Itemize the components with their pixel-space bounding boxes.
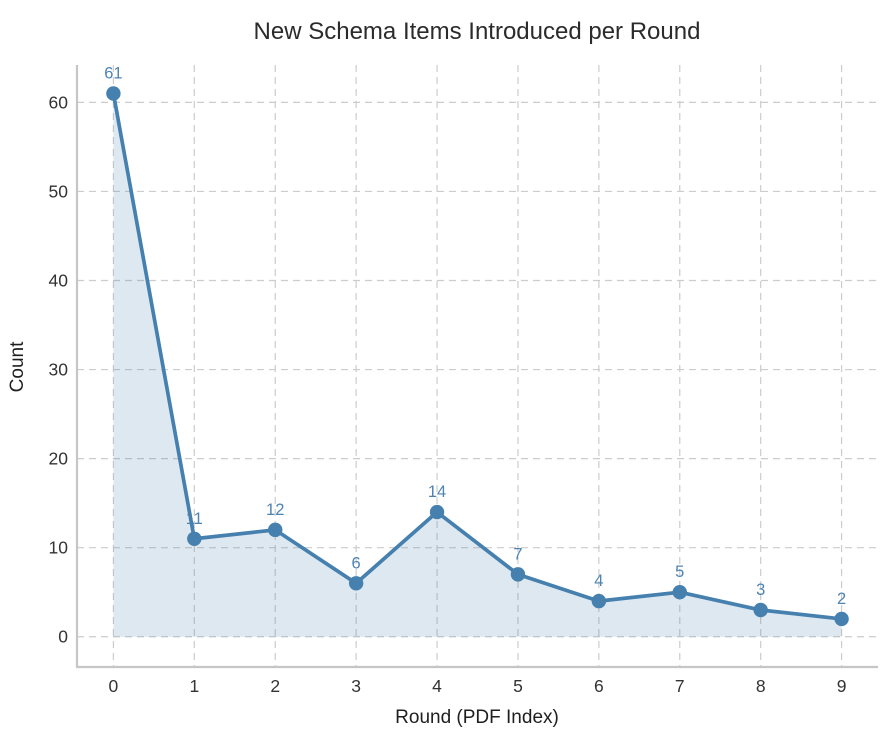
chart-title: New Schema Items Introduced per Round bbox=[254, 18, 701, 45]
area-fill bbox=[113, 93, 842, 637]
x-tick-labels: 0 1 2 3 4 5 6 7 8 9 bbox=[109, 676, 847, 696]
data-point bbox=[510, 567, 526, 582]
y-tick-label: 0 bbox=[58, 627, 68, 647]
y-tick-label: 50 bbox=[49, 181, 69, 201]
data-label: 4 bbox=[594, 572, 603, 590]
y-tick-label: 30 bbox=[49, 360, 69, 380]
y-tick-label: 60 bbox=[49, 92, 69, 112]
data-point bbox=[753, 602, 768, 618]
data-label: 6 bbox=[352, 554, 361, 572]
data-point bbox=[834, 611, 849, 627]
data-label: 3 bbox=[756, 581, 765, 599]
series-polyline bbox=[111, 91, 844, 621]
data-point bbox=[672, 584, 687, 600]
axis-spines bbox=[75, 65, 878, 669]
data-point bbox=[348, 576, 364, 591]
y-tick-label: 40 bbox=[49, 271, 69, 291]
data-point bbox=[187, 531, 202, 546]
y-axis-label: Count bbox=[7, 341, 28, 392]
y-tick-labels: 0 10 20 30 40 50 60 bbox=[49, 92, 69, 646]
data-label: 61 bbox=[104, 64, 122, 82]
x-tick-label: 9 bbox=[837, 676, 847, 696]
y-tick-label: 20 bbox=[49, 449, 69, 469]
data-label: 2 bbox=[837, 590, 846, 608]
x-tick-label: 3 bbox=[351, 676, 361, 696]
x-tick-label: 5 bbox=[513, 676, 523, 696]
area-fill-path bbox=[113, 93, 842, 637]
data-point bbox=[429, 504, 445, 520]
x-tick-label: 7 bbox=[675, 676, 685, 696]
data-label: 7 bbox=[513, 545, 522, 563]
series-line bbox=[111, 91, 844, 621]
x-tick-label: 4 bbox=[432, 676, 442, 696]
data-label: 12 bbox=[266, 501, 284, 519]
x-tick-label: 2 bbox=[270, 676, 280, 696]
data-label: 14 bbox=[428, 483, 446, 501]
x-tick-label: 6 bbox=[594, 676, 604, 696]
x-axis-label: Round (PDF Index) bbox=[395, 707, 559, 728]
data-label: 5 bbox=[675, 563, 684, 581]
data-point bbox=[106, 86, 121, 101]
x-tick-label: 0 bbox=[109, 676, 119, 696]
data-point bbox=[591, 593, 607, 609]
data-points bbox=[106, 86, 849, 627]
x-tick-label: 8 bbox=[756, 676, 766, 696]
x-tick-label: 1 bbox=[189, 676, 199, 696]
y-tick-label: 10 bbox=[49, 538, 69, 558]
data-point bbox=[268, 522, 283, 538]
gridlines bbox=[77, 65, 878, 667]
